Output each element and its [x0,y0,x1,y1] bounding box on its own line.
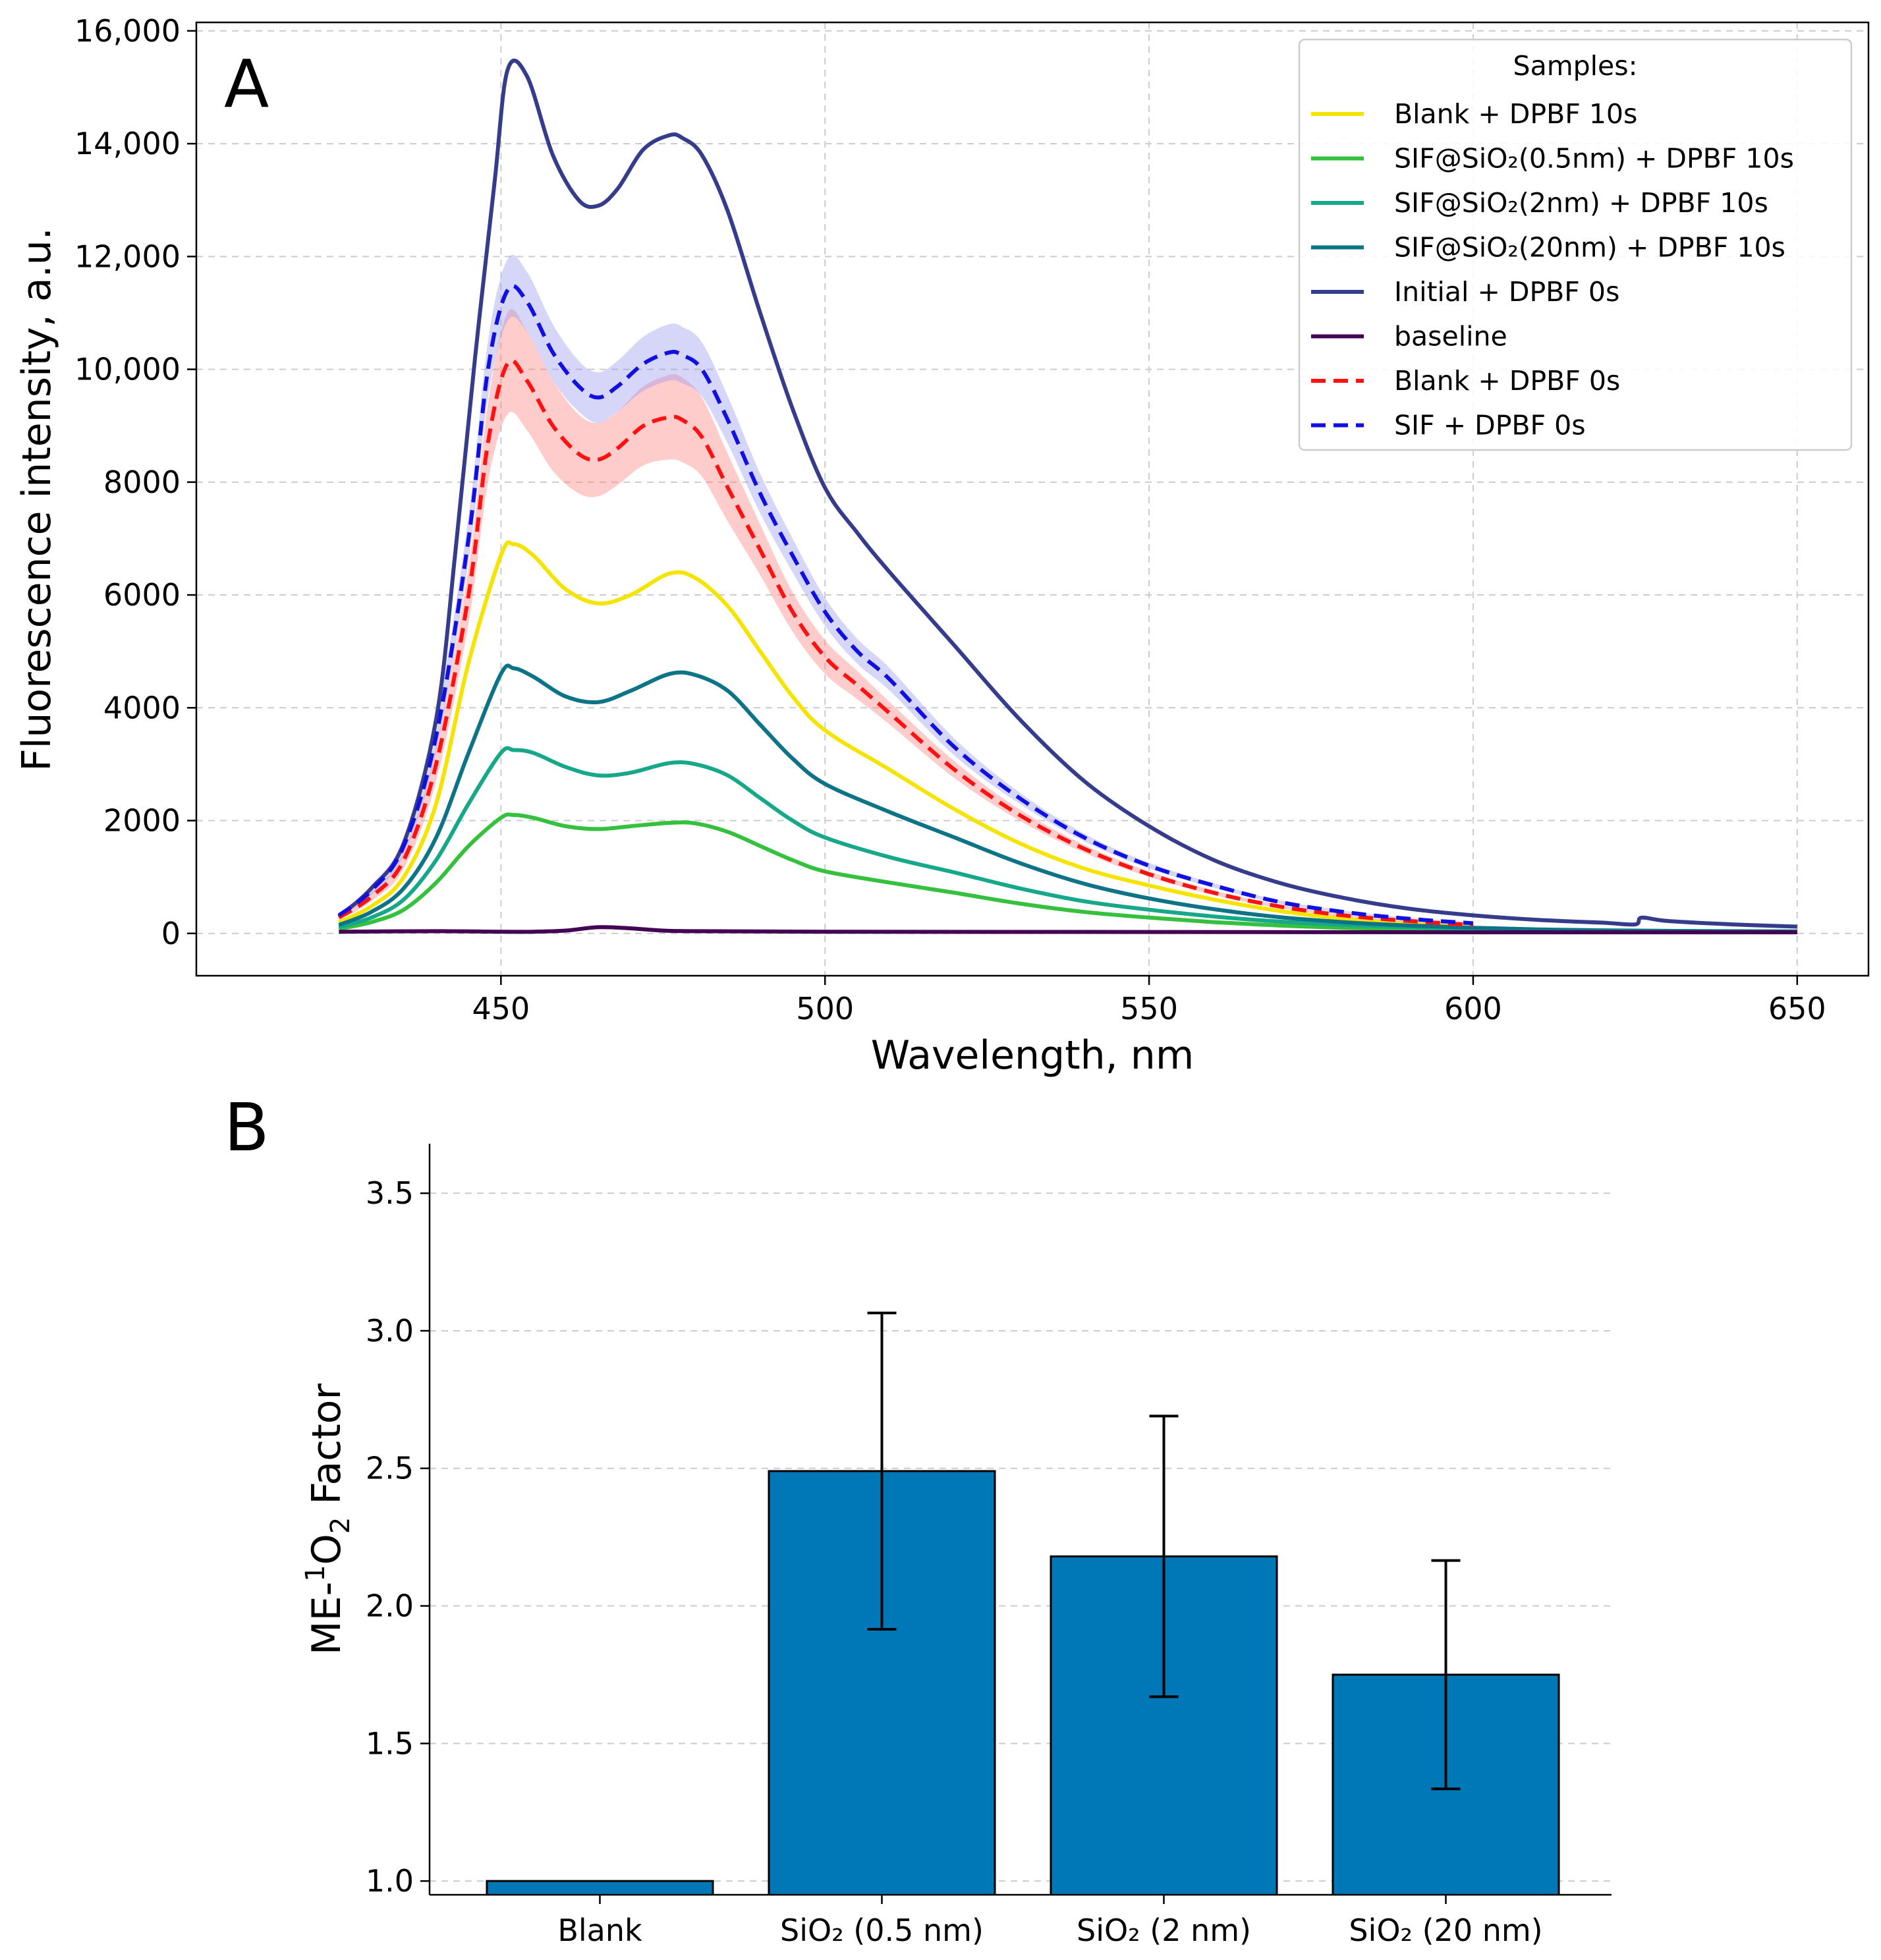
series-line-initial-dpbf-0s [337,59,1797,929]
x-tick-label-b: Blank [557,1913,642,1948]
x-tick-label: 500 [796,991,854,1026]
panel-label-a: A [224,45,269,123]
panel-label-b: B [224,1089,269,1166]
legend-a: Samples: Blank + DPBF 10s SIF@SiO₂(0.5nm)… [1298,38,1853,451]
x-tick-label: 600 [1444,991,1502,1026]
ylabel-sub: 2 [325,1517,356,1534]
y-tick-label-b: 3.5 [366,1175,414,1211]
series-line-baseline [339,925,1797,935]
y-axis-label-a: Fluorescence intensity, a.u. [14,227,60,771]
series-line-blank-dpbf-10s [338,540,1474,930]
x-tick-label: 650 [1768,991,1826,1026]
y-tick-label: 2000 [103,803,181,839]
y-axis-label-b: ME-1O2 Factor [300,1384,356,1656]
ticks-b: 1.0 1.5 2.0 2.5 3.0 3.5 Blank SiO₂ (0.5 nm) SiO₂… [366,1175,1543,1948]
legend-box [1298,38,1853,451]
series-line-sif-dpbf-0s [337,283,1474,926]
band-blank-dpbf-0s [339,309,1473,926]
y-tick-label: 0 [161,916,181,951]
x-tick-label-b: SiO₂ (2 nm) [1077,1913,1251,1948]
x-tick-label-b: SiO₂ (20 nm) [1349,1913,1542,1948]
ylabel-base: O [304,1534,350,1565]
legend-title: Samples: [1513,50,1638,82]
x-axis-label-a: Wavelength, nm [871,1032,1194,1078]
svg-text:ME-1O2 Factor: ME-1O2 Factor [300,1384,356,1656]
chart-panel-a: 450 500 550 600 650 0 2000 4000 6000 8000 10,000 12… [14,13,1870,1078]
bars-b [486,1470,1560,1895]
bands-a [339,254,1473,926]
series-line-sif-sio-20nm-dpbf-10s [338,663,1797,934]
y-tick-label-b: 1.5 [366,1725,414,1761]
x-tick-label: 450 [472,991,530,1026]
y-tick-label: 16,000 [74,13,181,49]
legend-label: Initial + DPBF 0s [1394,276,1619,308]
legend-items: Blank + DPBF 10s SIF@SiO₂(0.5nm) + DPBF 1… [1311,98,1794,441]
legend-label: SIF@SiO₂(20nm) + DPBF 10s [1394,232,1785,264]
ylabel-prefix: ME- [304,1582,350,1655]
y-tick-label: 8000 [103,464,181,500]
y-tick-label-b: 1.0 [366,1863,414,1899]
legend-label: Blank + DPBF 0s [1394,365,1620,397]
x-tick-label-b: SiO₂ (0.5 nm) [780,1913,984,1948]
y-tick-label: 4000 [103,690,181,725]
error-bars-b [867,1311,1461,1791]
legend-label: Blank + DPBF 10s [1394,98,1637,130]
y-tick-label: 14,000 [74,126,181,161]
y-tick-label-b: 3.0 [366,1313,414,1349]
legend-label: SIF@SiO₂(0.5nm) + DPBF 10s [1394,143,1794,175]
legend-label: baseline [1394,321,1507,352]
y-tick-label-b: 2.0 [366,1588,414,1624]
ylabel-suffix: Factor [304,1384,350,1517]
y-tick-label: 6000 [103,577,181,613]
series-line-blank-dpbf-0s [337,358,1474,927]
plot-frame-a [195,21,1870,977]
bar-blank [486,1880,714,1895]
ticks-a: 450 500 550 600 650 0 2000 4000 6000 8000 10,000 12… [74,13,1826,1026]
chart-panel-b: 1.0 1.5 2.0 2.5 3.0 3.5 Blank SiO₂ (0.5 nm) SiO₂… [224,1089,1612,1948]
lines-a [337,59,1797,935]
y-tick-label: 12,000 [74,238,181,274]
y-tick-label: 10,000 [74,352,181,387]
legend-label: SIF@SiO₂(2nm) + DPBF 10s [1394,187,1768,219]
legend-label: SIF + DPBF 0s [1394,410,1586,441]
x-tick-label: 550 [1120,991,1178,1026]
y-tick-label-b: 2.5 [366,1451,414,1486]
ylabel-sup: 1 [300,1565,331,1581]
